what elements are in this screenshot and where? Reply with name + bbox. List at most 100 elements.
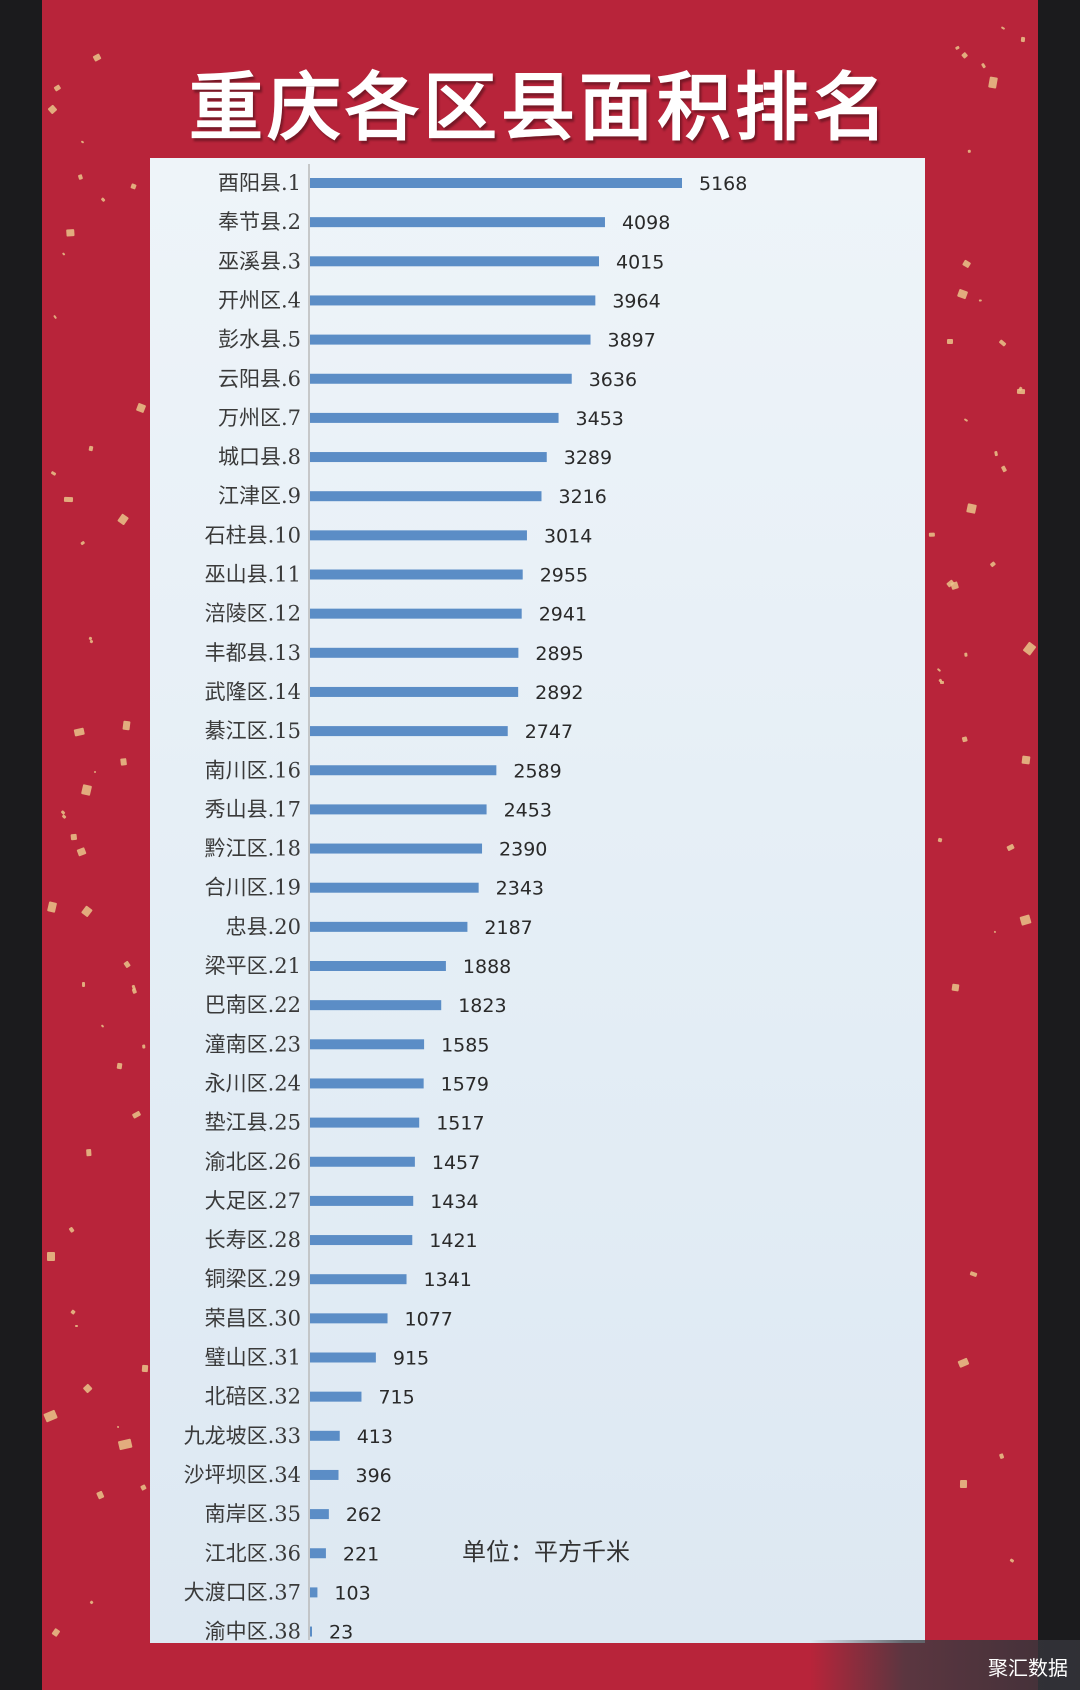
gold-fleck — [946, 339, 953, 344]
bar — [310, 1274, 407, 1285]
bar — [310, 1000, 442, 1011]
bar — [310, 686, 519, 697]
chart-title: 重庆各区县面积排名 — [189, 65, 891, 151]
bar — [310, 334, 591, 345]
value-label: 2187 — [484, 917, 532, 939]
value-label: 396 — [356, 1465, 392, 1487]
category-label: 大渡口区.37 — [184, 1580, 301, 1604]
gold-fleck — [47, 1251, 56, 1261]
watermark: 聚汇数据 — [810, 1640, 1080, 1690]
value-label: 3964 — [612, 290, 660, 312]
bar-chart: 酉阳县.1 5168 奉节县.2 4098 巫溪县.3 4015 开州区.4 3964 彭水县.… — [184, 164, 747, 1643]
bar — [310, 608, 522, 619]
value-label: 2453 — [504, 799, 552, 821]
bar — [310, 373, 572, 384]
gold-fleck — [116, 1062, 122, 1070]
category-label: 万州区.7 — [218, 406, 301, 430]
category-label: 江津区.9 — [218, 484, 301, 508]
bar — [310, 843, 483, 854]
category-label: 北碚区.32 — [205, 1385, 301, 1409]
bar — [310, 765, 497, 776]
category-label: 巫山县.11 — [205, 563, 301, 587]
gold-fleck — [93, 770, 96, 774]
category-label: 潼南区.23 — [205, 1032, 301, 1056]
bar — [310, 1352, 376, 1363]
value-label: 1421 — [429, 1230, 477, 1252]
category-label: 酉阳县.1 — [218, 171, 301, 195]
value-label: 1888 — [463, 956, 511, 978]
category-label: 开州区.4 — [218, 288, 301, 312]
value-label: 2343 — [496, 878, 544, 900]
gold-fleck — [141, 1364, 149, 1372]
bar — [310, 1548, 326, 1559]
bar — [310, 1587, 318, 1598]
value-label: 4015 — [616, 251, 664, 273]
bar — [310, 882, 479, 893]
value-label: 1341 — [424, 1269, 472, 1291]
value-label: 2892 — [535, 682, 583, 704]
category-label: 梁平区.21 — [205, 954, 301, 978]
bar — [310, 569, 523, 580]
bar — [310, 1235, 413, 1246]
category-label: 永川区.24 — [205, 1071, 301, 1095]
bar — [310, 921, 468, 932]
bar — [310, 530, 527, 541]
bar — [310, 412, 559, 423]
value-label: 1457 — [432, 1152, 480, 1174]
category-label: 九龙坡区.33 — [184, 1424, 301, 1448]
category-label: 忠县.20 — [226, 915, 301, 939]
category-label: 石柱县.10 — [205, 523, 301, 547]
bar — [310, 961, 446, 971]
value-label: 4098 — [622, 212, 670, 234]
bar — [310, 1313, 388, 1324]
gold-fleck — [122, 720, 131, 731]
category-label: 璧山区.31 — [205, 1346, 301, 1370]
value-label: 1434 — [430, 1191, 478, 1213]
watermark-text: 聚汇数据 — [988, 1656, 1068, 1680]
value-label: 3453 — [576, 408, 624, 430]
category-label: 巴南区.22 — [205, 993, 301, 1017]
category-label: 铜梁区.29 — [205, 1267, 301, 1291]
value-label: 3636 — [589, 369, 637, 391]
category-label: 城口县.8 — [218, 445, 301, 469]
category-label: 长寿区.28 — [205, 1228, 301, 1252]
bar — [310, 647, 519, 658]
gold-fleck — [70, 834, 78, 841]
category-label: 秀山县.17 — [205, 797, 301, 821]
category-label: 渝中区.38 — [205, 1620, 301, 1643]
value-label: 2955 — [540, 565, 588, 587]
value-label: 3216 — [558, 486, 606, 508]
category-label: 垫江县.25 — [205, 1111, 301, 1135]
gold-fleck — [85, 1149, 92, 1157]
category-label: 南川区.16 — [205, 758, 301, 782]
value-label: 2941 — [539, 604, 587, 626]
gold-fleck — [120, 757, 128, 766]
bar — [310, 1626, 312, 1637]
value-label: 2390 — [499, 839, 547, 861]
category-label: 合川区.19 — [205, 876, 301, 900]
gold-fleck — [63, 496, 73, 502]
category-label: 武隆区.14 — [205, 680, 301, 704]
category-label: 巫溪县.3 — [218, 249, 301, 273]
bar — [310, 256, 600, 267]
category-label: 云阳县.6 — [218, 367, 301, 391]
bar — [310, 295, 596, 306]
category-label: 南岸区.35 — [205, 1502, 301, 1526]
category-label: 沙坪坝区.34 — [184, 1463, 301, 1487]
value-label: 1579 — [441, 1073, 489, 1095]
bar — [310, 1469, 339, 1480]
category-label: 黔江区.18 — [205, 837, 301, 861]
value-label: 3014 — [544, 525, 592, 547]
value-label: 2747 — [525, 721, 573, 743]
category-label: 丰都县.13 — [205, 641, 301, 665]
value-label: 3897 — [608, 330, 656, 352]
value-label: 3289 — [564, 447, 612, 469]
category-label: 大足区.27 — [205, 1189, 301, 1213]
value-label: 103 — [334, 1582, 370, 1604]
value-label: 413 — [357, 1426, 393, 1448]
category-label: 江北区.36 — [205, 1541, 301, 1565]
bar — [310, 1509, 329, 1520]
value-label: 915 — [393, 1348, 429, 1370]
bar — [310, 178, 682, 188]
gold-fleck — [66, 228, 75, 237]
